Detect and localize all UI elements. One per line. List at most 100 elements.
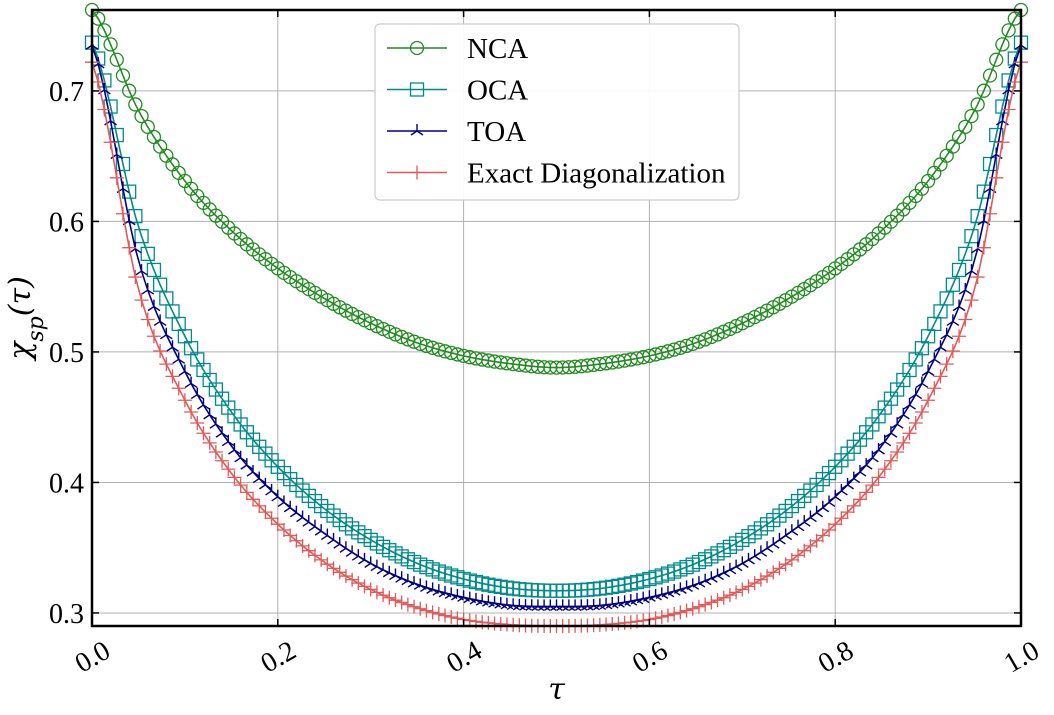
data-point (246, 465, 260, 477)
data-point (283, 500, 297, 513)
data-point (728, 318, 744, 334)
y-tick-label: 0.5 (49, 338, 84, 369)
data-point (382, 324, 397, 339)
data-point (265, 483, 278, 496)
plot-frame (90, 8, 1023, 628)
data-point (581, 599, 594, 611)
data-point (791, 519, 805, 532)
data-point (710, 327, 725, 342)
data-point (908, 416, 923, 431)
data-point (109, 127, 124, 143)
data-point (766, 537, 780, 549)
data-point (208, 444, 223, 459)
data-point (970, 270, 985, 285)
data-point (865, 450, 879, 463)
data-point (754, 545, 768, 557)
data-point (679, 603, 694, 618)
data-point (939, 357, 954, 372)
data-point (691, 334, 707, 349)
data-point (785, 524, 799, 536)
data-point (710, 593, 725, 608)
data-point (685, 601, 700, 616)
data-point (939, 291, 954, 306)
data-point (673, 582, 687, 594)
data-point (233, 478, 248, 493)
data-point (488, 596, 501, 608)
y-tick-label: 0.3 (49, 599, 84, 630)
data-point (556, 599, 570, 612)
data-point (952, 299, 966, 312)
data-point (463, 591, 477, 604)
data-point (636, 591, 650, 604)
data-point (965, 264, 978, 276)
data-point (779, 528, 793, 541)
data-point (97, 23, 112, 38)
data-point (1007, 75, 1022, 90)
data-point (202, 435, 217, 450)
data-point (747, 576, 762, 591)
data-point (91, 75, 106, 90)
data-point (184, 376, 198, 389)
data-point (376, 588, 391, 603)
data-point (964, 293, 979, 308)
data-point (612, 596, 625, 608)
x-tick-label: 0.8 (813, 635, 859, 679)
data-point (369, 585, 384, 600)
data-point (227, 470, 242, 485)
legend-item: Exact Diagonalization (387, 158, 726, 190)
data-point (667, 607, 682, 622)
data-point (152, 277, 168, 292)
data-point (197, 398, 210, 410)
data-point (314, 524, 328, 536)
data-point (332, 565, 347, 580)
data-point (568, 599, 582, 611)
data-point (177, 393, 192, 408)
data-point (847, 471, 861, 484)
data-point (400, 332, 416, 347)
data-point (221, 462, 236, 477)
data-point (815, 528, 830, 543)
legend-marker (409, 40, 425, 56)
data-point (995, 135, 1010, 150)
data-point (685, 336, 700, 352)
data-point (884, 426, 898, 438)
data-point (828, 517, 843, 532)
data-point (97, 82, 111, 95)
data-point (134, 229, 149, 244)
data-point (277, 495, 291, 508)
data-point (951, 262, 967, 278)
data-point (753, 572, 768, 587)
data-point (655, 587, 669, 599)
data-point (147, 299, 161, 312)
data-point (166, 340, 179, 352)
data-point (772, 561, 787, 576)
data-point (661, 585, 675, 598)
data-point (369, 318, 385, 334)
data-point (896, 407, 910, 420)
data-point (494, 597, 508, 609)
data-point (159, 357, 174, 372)
data-point (444, 609, 459, 624)
data-point (419, 603, 434, 618)
data-point (909, 387, 923, 400)
data-point (203, 407, 217, 420)
data-point (822, 495, 836, 508)
data-point (914, 405, 929, 420)
data-point (246, 492, 261, 507)
data-point (958, 283, 972, 295)
y-tick-label: 0.7 (49, 77, 84, 108)
data-point (741, 579, 756, 594)
data-point (902, 426, 917, 441)
data-point (339, 541, 353, 553)
data-point (258, 505, 273, 520)
data-point (716, 590, 731, 605)
data-point (172, 352, 186, 364)
data-point (289, 505, 303, 518)
data-point (469, 592, 483, 605)
legend-item: NCA (387, 33, 528, 65)
data-point (406, 334, 422, 349)
data-point (766, 565, 781, 580)
data-point (326, 561, 341, 576)
data-point (252, 498, 267, 513)
data-point (822, 522, 837, 537)
